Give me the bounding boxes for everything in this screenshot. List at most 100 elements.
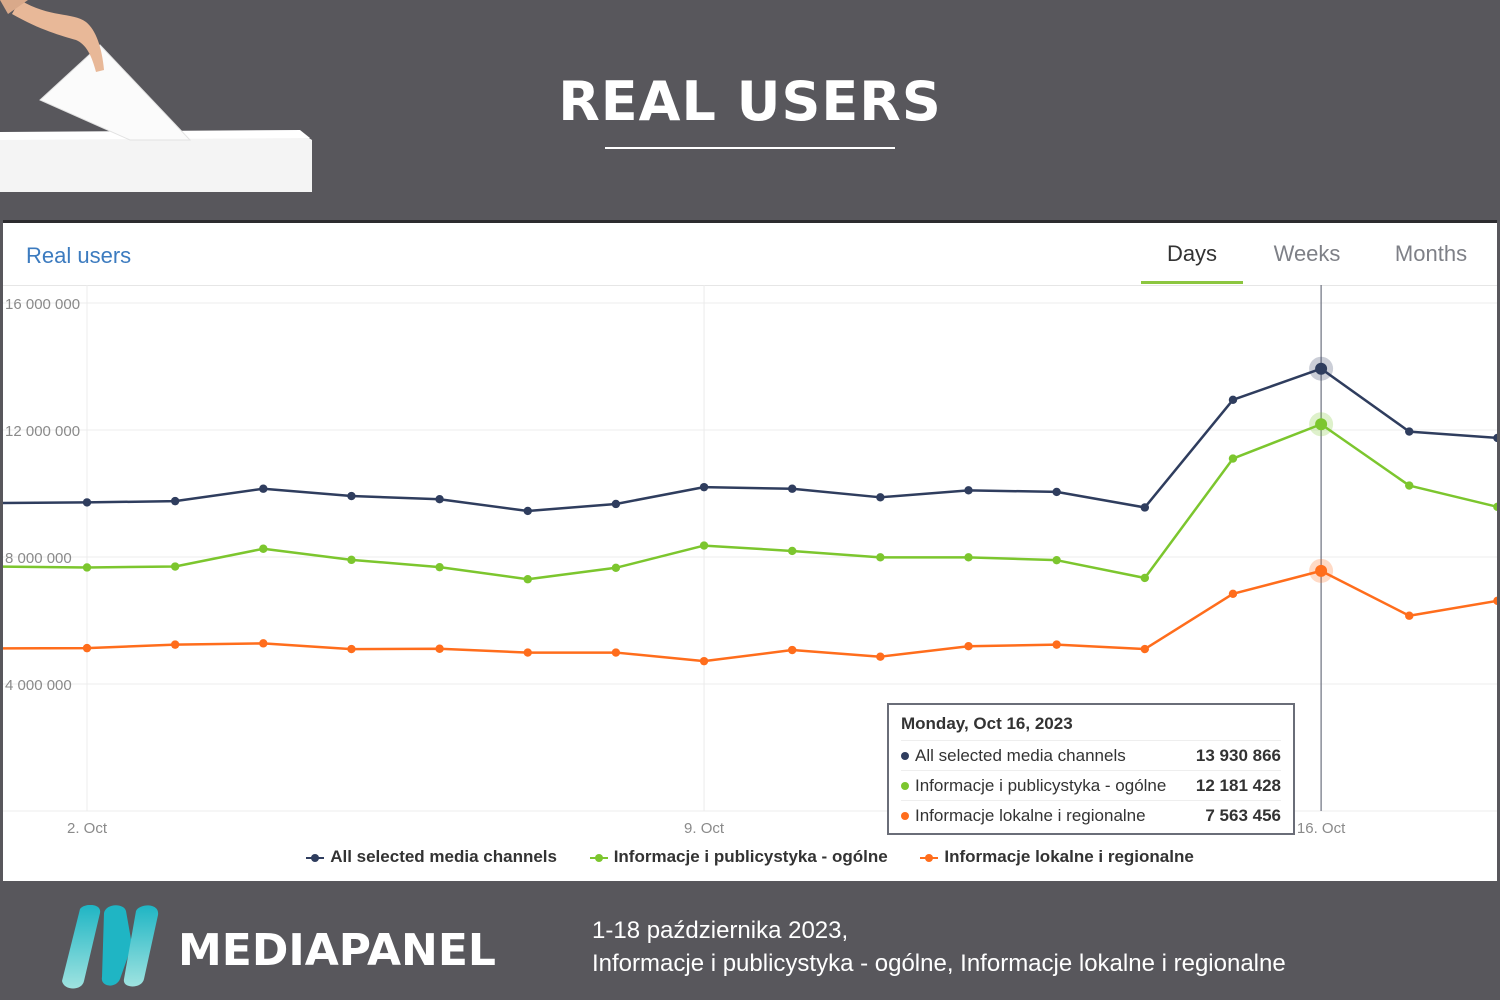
- data-point: [347, 644, 356, 654]
- series-line: [3, 569, 1497, 663]
- data-point: [435, 562, 444, 572]
- data-point: [170, 562, 180, 571]
- data-point: [259, 484, 268, 493]
- data-point: [699, 541, 709, 550]
- header-divider: [3, 285, 1497, 286]
- y-tick-label: 4 000 000: [5, 677, 72, 694]
- series-dot-icon: [901, 812, 909, 821]
- highlight-point: [1315, 418, 1328, 431]
- tab-days[interactable]: Days: [1141, 241, 1243, 284]
- data-point: [611, 499, 621, 509]
- data-point: [82, 643, 92, 653]
- ballot-box-illustration: [0, 0, 312, 192]
- legend-label: Informacje i publicystyka - ogólne: [613, 847, 888, 866]
- data-point: [964, 642, 973, 651]
- data-point: [1228, 589, 1238, 599]
- footer-caption: 1-18 października 2023, Informacje i pub…: [592, 914, 1286, 980]
- data-point: [170, 496, 180, 506]
- data-point: [611, 648, 621, 657]
- data-point: [876, 553, 885, 562]
- data-point: [259, 639, 268, 648]
- data-point: [435, 495, 444, 504]
- legend-marker-icon: [589, 853, 608, 863]
- tooltip-row: All selected media channels 13 930 866: [901, 740, 1281, 770]
- data-point: [876, 493, 885, 502]
- data-point: [1140, 573, 1150, 583]
- data-point: [1493, 433, 1497, 443]
- tooltip-series-value: 13 930 866: [1195, 745, 1281, 765]
- series-dot-icon: [901, 782, 909, 791]
- line-chart: 4 000 000 8 000 000 12 000 000 16 000 000 2.…: [3, 285, 1497, 837]
- x-tick-label: 16. Oct: [1297, 820, 1346, 837]
- tab-months[interactable]: Months: [1394, 241, 1468, 266]
- chart-panel: Real users Days Weeks Months 4 000 000 8 …: [3, 220, 1497, 881]
- data-point: [699, 482, 709, 492]
- highlight-point: [1315, 564, 1328, 577]
- chart-legend: All selected media channels Informacje i…: [3, 847, 1497, 867]
- series-line: [3, 367, 1497, 513]
- data-point: [347, 491, 356, 501]
- tooltip-row: Informacje lokalne i regionalne 7 563 45…: [901, 800, 1281, 830]
- mediapanel-logo-icon: [62, 905, 159, 989]
- tooltip-series-name: Informacje i publicystyka - ogólne: [915, 775, 1167, 795]
- data-point: [82, 563, 92, 572]
- legend-item-lokalne[interactable]: Informacje lokalne i regionalne: [920, 847, 1194, 867]
- tooltip-series-value: 12 181 428: [1195, 775, 1281, 795]
- data-point: [964, 486, 973, 495]
- data-point: [347, 555, 356, 565]
- data-point: [523, 575, 532, 584]
- legend-item-ogolne[interactable]: Informacje i publicystyka - ogólne: [589, 847, 888, 867]
- data-point: [611, 563, 621, 572]
- legend-marker-icon: [920, 853, 939, 863]
- data-point: [1052, 640, 1061, 649]
- legend-item-all[interactable]: All selected media channels: [306, 847, 557, 867]
- data-point: [876, 652, 885, 661]
- tooltip-date: Monday, Oct 16, 2023: [901, 714, 1073, 733]
- data-point: [1493, 502, 1497, 512]
- title-underline: [605, 147, 895, 149]
- series-dot-icon: [901, 752, 909, 761]
- data-point: [170, 640, 180, 649]
- y-tick-label: 8 000 000: [5, 550, 72, 567]
- data-point: [1140, 644, 1150, 654]
- data-point: [699, 656, 709, 666]
- data-point: [435, 644, 444, 653]
- brand-name: MEDIAPANEL: [178, 925, 496, 976]
- tooltip-series-name: Informacje lokalne i regionalne: [915, 805, 1146, 825]
- highlight-point: [1315, 362, 1328, 375]
- tooltip-series-value: 7 563 456: [1205, 805, 1281, 825]
- page-title: REAL USERS: [558, 70, 942, 133]
- data-point: [1493, 596, 1497, 605]
- legend-label: Informacje lokalne i regionalne: [944, 847, 1194, 866]
- series-line: [3, 422, 1497, 581]
- tooltip-row: Informacje i publicystyka - ogólne 12 18…: [901, 770, 1281, 800]
- legend-label: All selected media channels: [330, 847, 557, 866]
- panel-title: Real users: [26, 243, 132, 268]
- data-point: [1405, 427, 1414, 436]
- legend-marker-icon: [306, 853, 325, 863]
- data-point: [788, 546, 797, 556]
- data-point: [523, 648, 532, 657]
- data-point: [523, 506, 532, 516]
- data-point: [82, 498, 92, 507]
- x-tick-label: 9. Oct: [684, 820, 725, 837]
- data-point: [1405, 481, 1414, 490]
- data-point: [788, 645, 797, 655]
- data-point: [1405, 611, 1414, 620]
- data-point: [1228, 395, 1238, 405]
- data-point: [1052, 555, 1061, 565]
- data-point: [788, 484, 797, 493]
- data-point: [964, 553, 973, 562]
- y-tick-label: 16 000 000: [5, 296, 80, 313]
- chart-tooltip: Monday, Oct 16, 2023 All selected media …: [887, 703, 1295, 835]
- tab-weeks[interactable]: Weeks: [1273, 241, 1341, 266]
- footer-categories: Informacje i publicystyka - ogólne, Info…: [592, 950, 1286, 977]
- footer-date-range: 1-18 października 2023,: [592, 917, 849, 944]
- x-tick-label: 2. Oct: [67, 820, 108, 837]
- y-tick-label: 12 000 000: [5, 423, 80, 440]
- data-point: [259, 544, 268, 553]
- data-point: [1228, 454, 1238, 463]
- tooltip-series-name: All selected media channels: [915, 745, 1126, 765]
- data-point: [1140, 503, 1150, 512]
- data-point: [1052, 487, 1061, 497]
